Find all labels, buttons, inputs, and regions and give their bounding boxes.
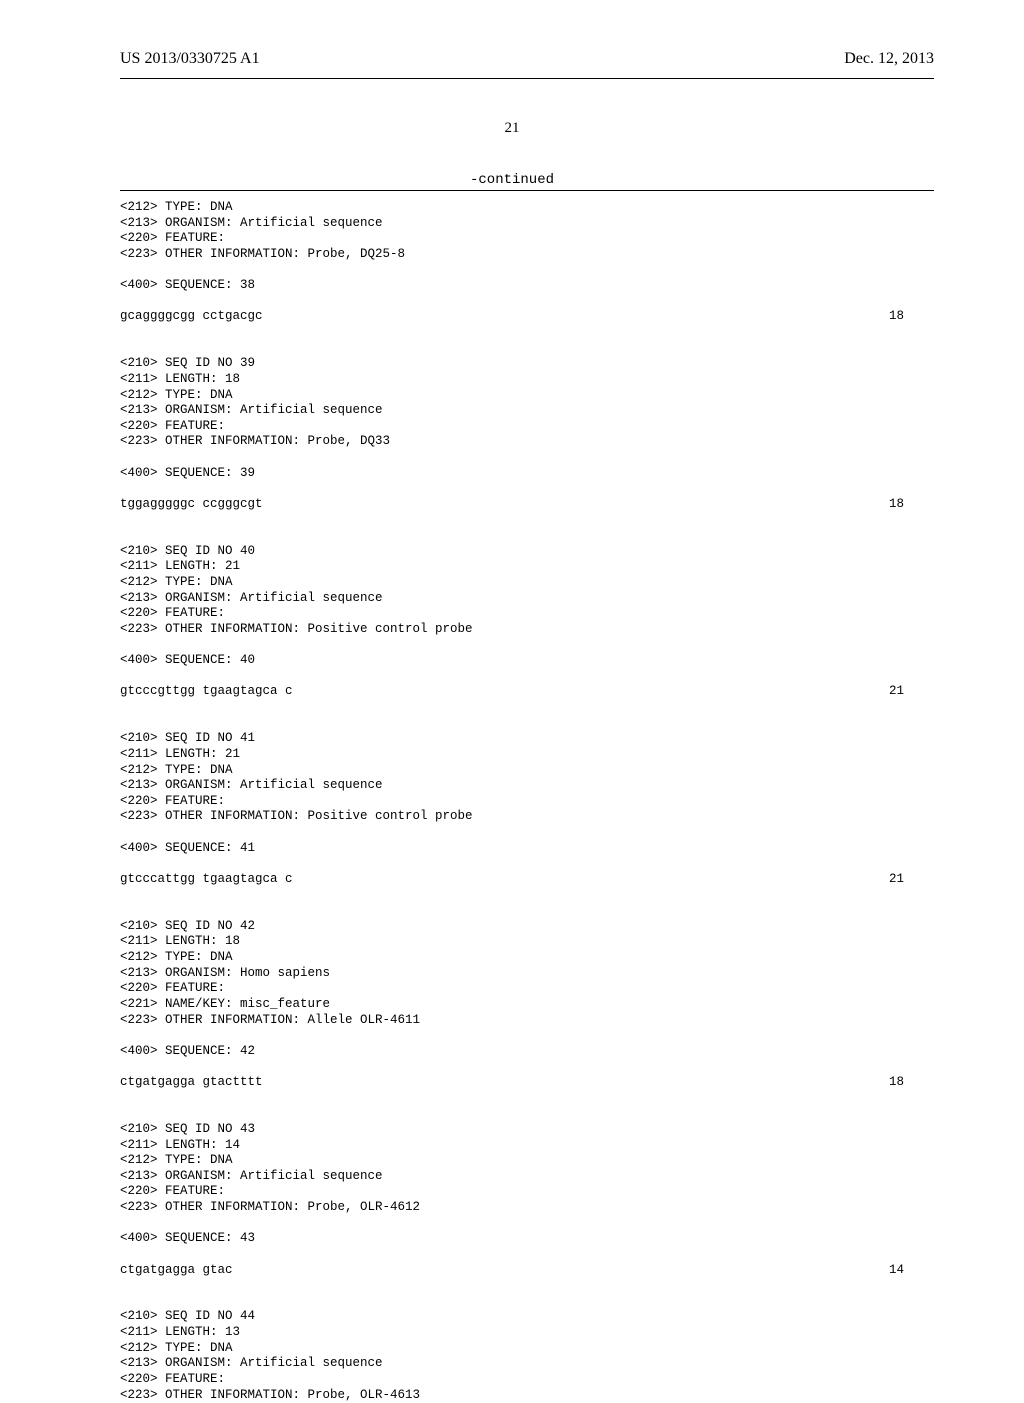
sequence-row: gcaggggcgg cctgacgc 18 <box>120 309 934 325</box>
blank-line <box>120 513 934 529</box>
seq-line: <211> LENGTH: 13 <box>120 1325 934 1341</box>
seq-line: <223> OTHER INFORMATION: Probe, DQ25-8 <box>120 247 934 263</box>
publication-number: US 2013/0330725 A1 <box>120 50 260 68</box>
seq-line: <210> SEQ ID NO 43 <box>120 1122 934 1138</box>
seq-line: <211> LENGTH: 21 <box>120 559 934 575</box>
seq-line: <223> OTHER INFORMATION: Positive contro… <box>120 622 934 638</box>
seq-line: <210> SEQ ID NO 41 <box>120 731 934 747</box>
seq-line: <212> TYPE: DNA <box>120 200 934 216</box>
blank-line <box>120 1106 934 1122</box>
sequence-length: 21 <box>889 872 934 888</box>
sequence-text: gtcccattgg tgaagtagca c <box>120 872 293 888</box>
seq-line: <400> SEQUENCE: 41 <box>120 841 934 857</box>
seq-line: <220> FEATURE: <box>120 1372 934 1388</box>
seq-line: <223> OTHER INFORMATION: Positive contro… <box>120 809 934 825</box>
seq-line: <213> ORGANISM: Artificial sequence <box>120 1356 934 1372</box>
seq-line: <220> FEATURE: <box>120 231 934 247</box>
seq-line: <220> FEATURE: <box>120 794 934 810</box>
sequence-length: 14 <box>889 1263 934 1279</box>
seq-line: <213> ORGANISM: Artificial sequence <box>120 591 934 607</box>
seq-line: <213> ORGANISM: Artificial sequence <box>120 403 934 419</box>
blank-line <box>120 1059 934 1075</box>
sequence-row: gtcccattgg tgaagtagca c 21 <box>120 872 934 888</box>
seq-line: <220> FEATURE: <box>120 606 934 622</box>
blank-line <box>120 481 934 497</box>
blank-line <box>120 450 934 466</box>
sequence-text: gtcccgttgg tgaagtagca c <box>120 684 293 700</box>
page-header: US 2013/0330725 A1 Dec. 12, 2013 <box>0 50 1024 68</box>
blank-line <box>120 263 934 279</box>
sequence-row: tggagggggc ccgggcgt 18 <box>120 497 934 513</box>
seq-line: <210> SEQ ID NO 39 <box>120 356 934 372</box>
seq-line: <213> ORGANISM: Artificial sequence <box>120 778 934 794</box>
blank-line <box>120 1278 934 1294</box>
sequence-text: gcaggggcgg cctgacgc <box>120 309 263 325</box>
seq-line: <400> SEQUENCE: 43 <box>120 1231 934 1247</box>
seq-line: <212> TYPE: DNA <box>120 1153 934 1169</box>
continued-label: -continued <box>0 172 1024 188</box>
sequence-length: 18 <box>889 1075 934 1091</box>
seq-line: <221> NAME/KEY: misc_feature <box>120 997 934 1013</box>
blank-line <box>120 638 934 654</box>
patent-page: US 2013/0330725 A1 Dec. 12, 2013 21 -con… <box>0 0 1024 1320</box>
blank-line <box>120 325 934 341</box>
publication-date: Dec. 12, 2013 <box>844 50 934 68</box>
header-rule <box>120 78 934 79</box>
sequence-length: 21 <box>889 684 934 700</box>
seq-line: <400> SEQUENCE: 40 <box>120 653 934 669</box>
sequence-listing: <212> TYPE: DNA<213> ORGANISM: Artificia… <box>120 200 934 1403</box>
seq-line: <213> ORGANISM: Artificial sequence <box>120 1169 934 1185</box>
blank-line <box>120 1294 934 1310</box>
seq-line: <211> LENGTH: 18 <box>120 934 934 950</box>
seq-line: <212> TYPE: DNA <box>120 388 934 404</box>
blank-line <box>120 669 934 685</box>
sequence-text: tggagggggc ccgggcgt <box>120 497 263 513</box>
blank-line <box>120 528 934 544</box>
seq-line: <212> TYPE: DNA <box>120 950 934 966</box>
blank-line <box>120 1216 934 1232</box>
seq-line: <220> FEATURE: <box>120 981 934 997</box>
sequence-text: ctgatgagga gtactttt <box>120 1075 263 1091</box>
blank-line <box>120 888 934 904</box>
seq-line: <211> LENGTH: 14 <box>120 1138 934 1154</box>
sequence-length: 18 <box>889 309 934 325</box>
seq-line: <213> ORGANISM: Homo sapiens <box>120 966 934 982</box>
sequence-length: 18 <box>889 497 934 513</box>
blank-line <box>120 1028 934 1044</box>
seq-line: <223> OTHER INFORMATION: Probe, DQ33 <box>120 434 934 450</box>
seq-line: <210> SEQ ID NO 40 <box>120 544 934 560</box>
blank-line <box>120 700 934 716</box>
seq-line: <223> OTHER INFORMATION: Probe, OLR-4612 <box>120 1200 934 1216</box>
blank-line <box>120 294 934 310</box>
seq-line: <210> SEQ ID NO 42 <box>120 919 934 935</box>
seq-line: <213> ORGANISM: Artificial sequence <box>120 216 934 232</box>
seq-line: <400> SEQUENCE: 39 <box>120 466 934 482</box>
seq-line: <400> SEQUENCE: 38 <box>120 278 934 294</box>
blank-line <box>120 716 934 732</box>
sequence-text: ctgatgagga gtac <box>120 1263 233 1279</box>
seq-line: <220> FEATURE: <box>120 419 934 435</box>
blank-line <box>120 856 934 872</box>
blank-line <box>120 825 934 841</box>
seq-line: <212> TYPE: DNA <box>120 1341 934 1357</box>
sequence-rule-top <box>120 190 934 191</box>
blank-line <box>120 1247 934 1263</box>
sequence-row: ctgatgagga gtac 14 <box>120 1263 934 1279</box>
seq-line: <211> LENGTH: 21 <box>120 747 934 763</box>
seq-line: <220> FEATURE: <box>120 1184 934 1200</box>
blank-line <box>120 1091 934 1107</box>
sequence-row: ctgatgagga gtactttt 18 <box>120 1075 934 1091</box>
seq-line: <212> TYPE: DNA <box>120 575 934 591</box>
seq-line: <223> OTHER INFORMATION: Probe, OLR-4613 <box>120 1388 934 1403</box>
page-number: 21 <box>0 120 1024 137</box>
seq-line: <210> SEQ ID NO 44 <box>120 1309 934 1325</box>
blank-line <box>120 903 934 919</box>
sequence-row: gtcccgttgg tgaagtagca c 21 <box>120 684 934 700</box>
seq-line: <211> LENGTH: 18 <box>120 372 934 388</box>
blank-line <box>120 341 934 357</box>
seq-line: <212> TYPE: DNA <box>120 763 934 779</box>
seq-line: <400> SEQUENCE: 42 <box>120 1044 934 1060</box>
seq-line: <223> OTHER INFORMATION: Allele OLR-4611 <box>120 1013 934 1029</box>
